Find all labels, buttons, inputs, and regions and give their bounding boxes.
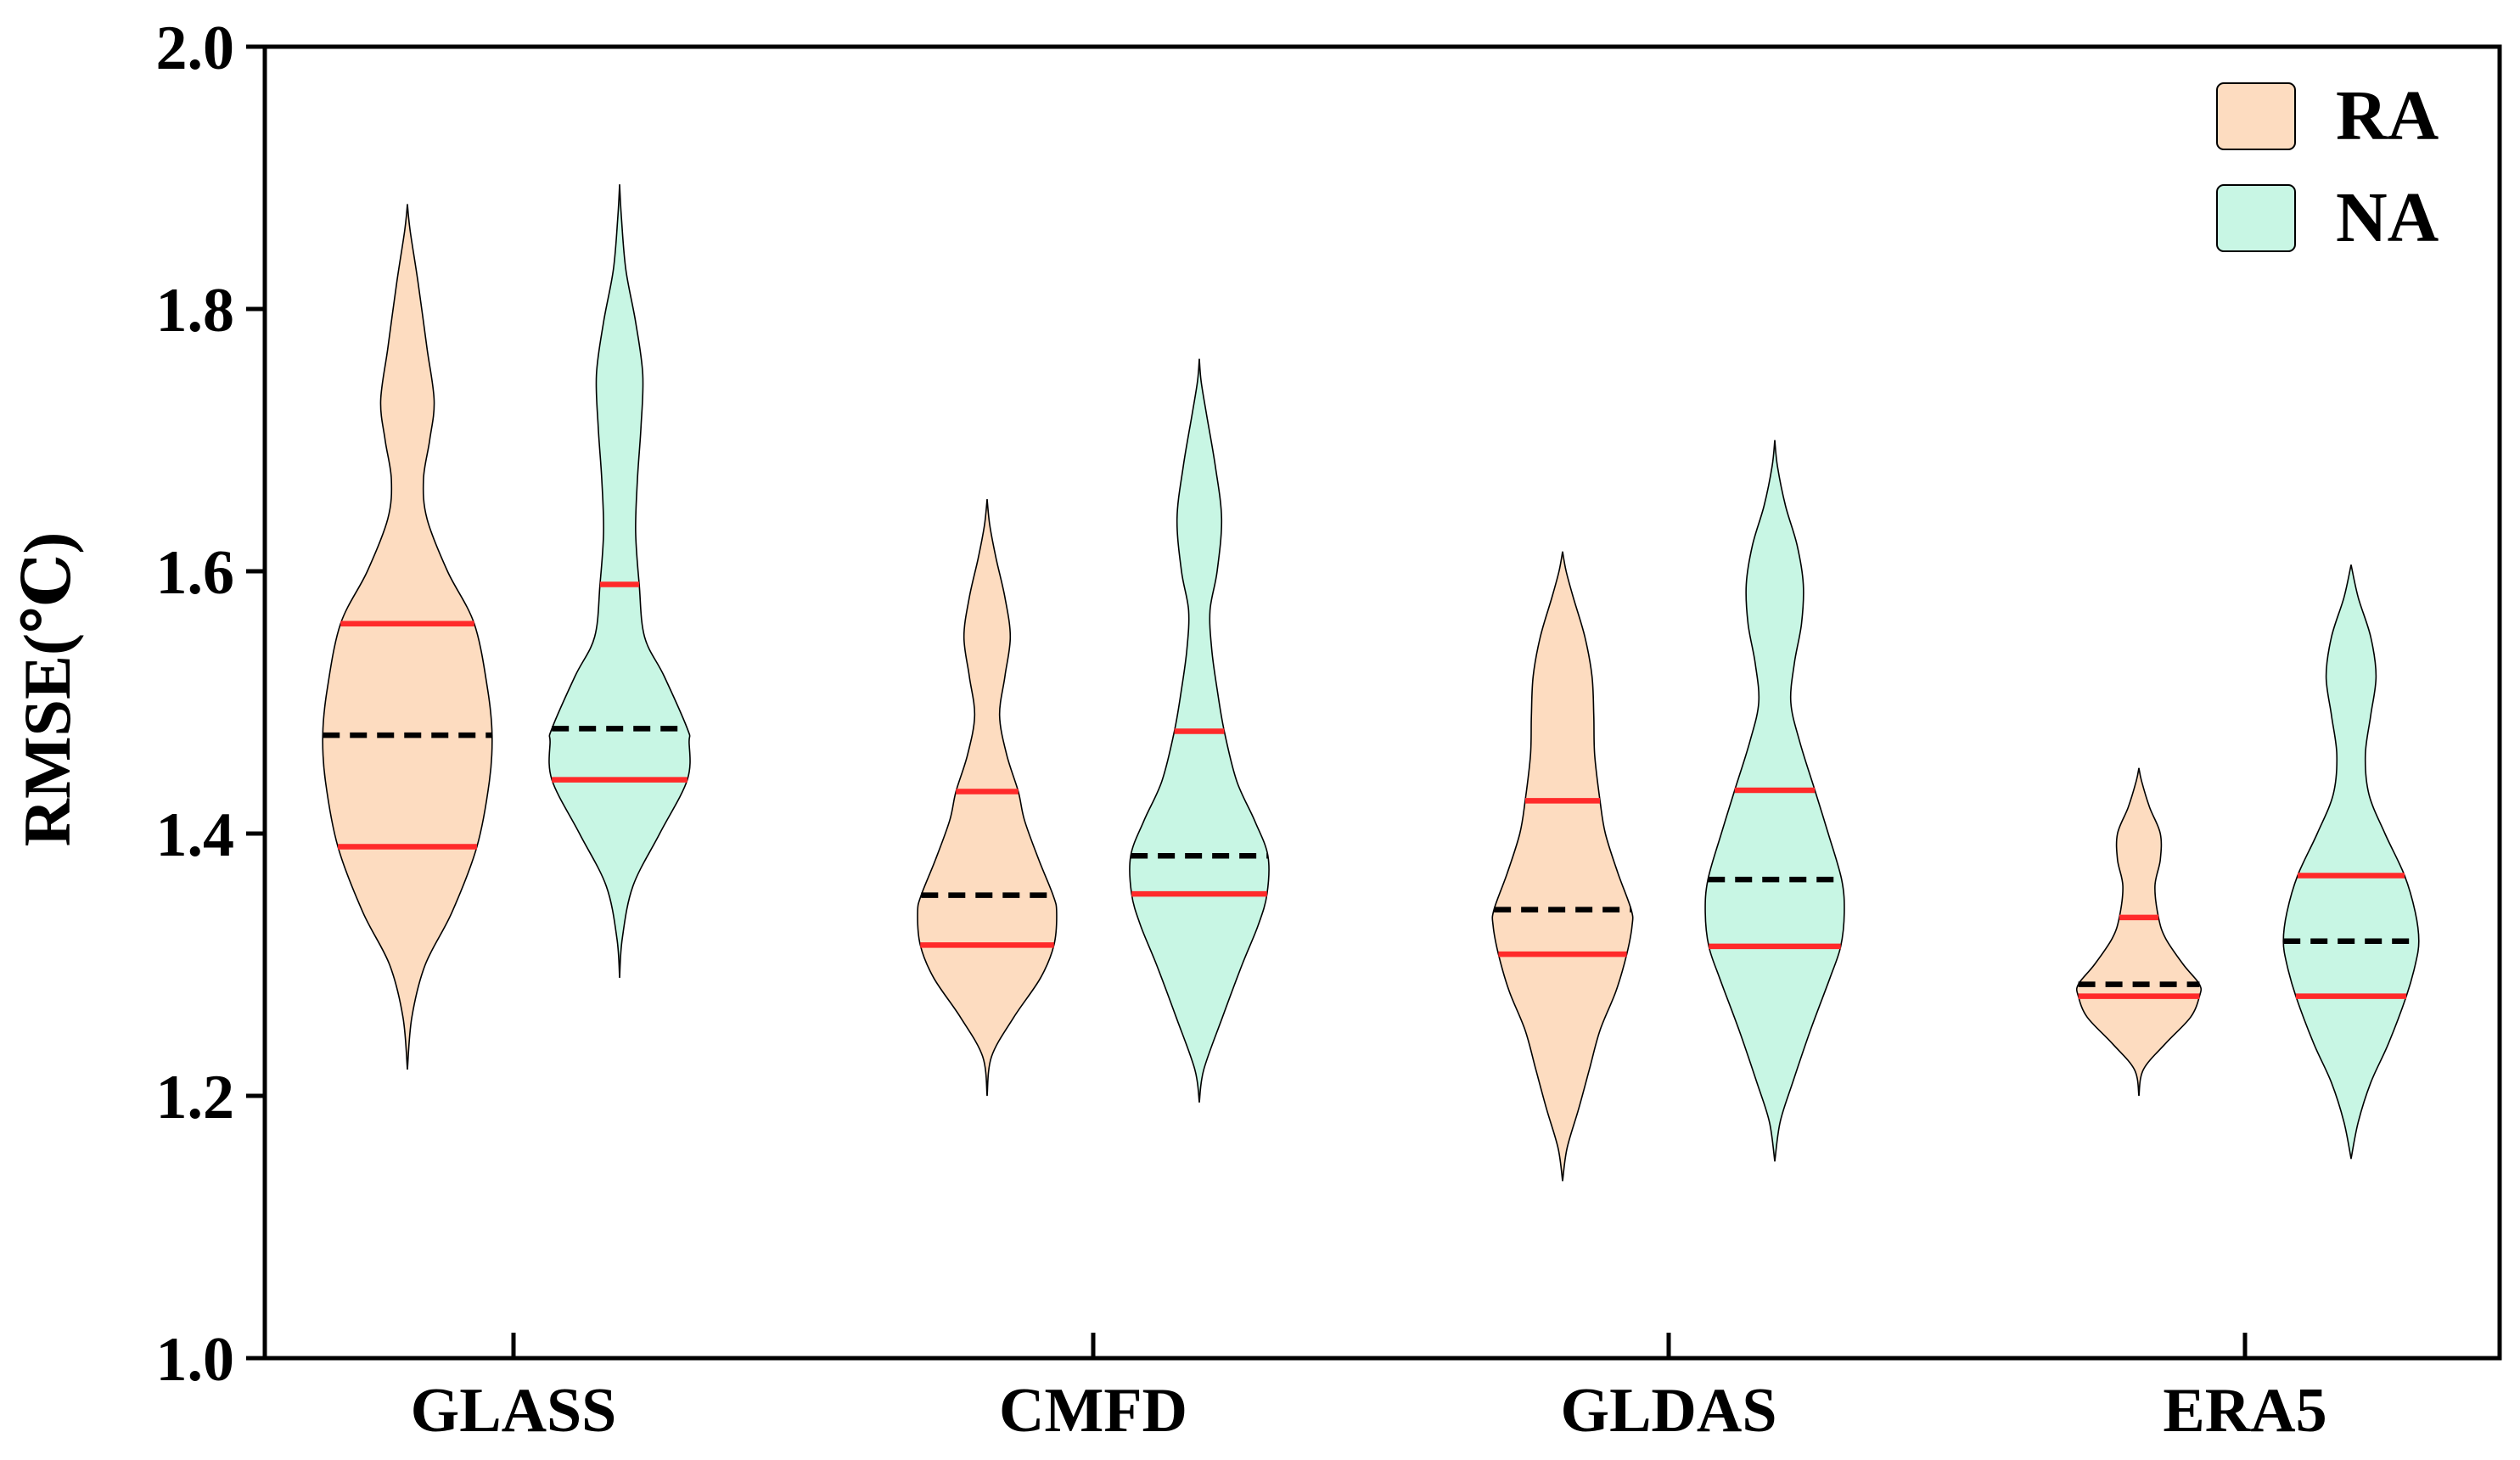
- x-category-label: ERA5: [2163, 1376, 2326, 1446]
- violin-ra-era5: [2075, 767, 2203, 1097]
- y-tick-label: 1.6: [156, 538, 235, 608]
- y-tick-label: 2.0: [156, 14, 235, 83]
- legend-label-ra: RA: [2336, 76, 2439, 155]
- violins-layer: [322, 184, 2420, 1182]
- x-category-label: GLDAS: [1561, 1376, 1777, 1446]
- y-axis-title: RMSE(℃): [10, 532, 84, 847]
- y-tick-label: 1.4: [156, 800, 235, 870]
- plot-frame: [262, 44, 2502, 1361]
- legend-swatch-ra: [2216, 82, 2296, 150]
- violin-na-era5: [2282, 564, 2420, 1160]
- x-category-label: CMFD: [999, 1376, 1187, 1446]
- violin-ra-gldas: [1491, 551, 1634, 1182]
- violin-na-gldas: [1704, 440, 1845, 1162]
- violin-na-glass: [548, 184, 691, 979]
- y-tick-label: 1.0: [156, 1325, 235, 1395]
- x-category-label: GLASS: [411, 1376, 617, 1446]
- legend-swatch-na: [2216, 184, 2296, 252]
- y-tick-label: 1.2: [156, 1063, 235, 1132]
- legend-label-na: NA: [2336, 178, 2439, 257]
- legend: RA NA: [2216, 76, 2439, 257]
- violin-ra-glass: [322, 204, 493, 1070]
- y-tick-label: 1.8: [156, 276, 235, 345]
- violin-ra-cmfd: [917, 498, 1058, 1097]
- axes-layer: 1.0 1.2 1.4 1.6 1.8 2.0 GLASS CMFD GLDAS ERA5: [156, 14, 2502, 1446]
